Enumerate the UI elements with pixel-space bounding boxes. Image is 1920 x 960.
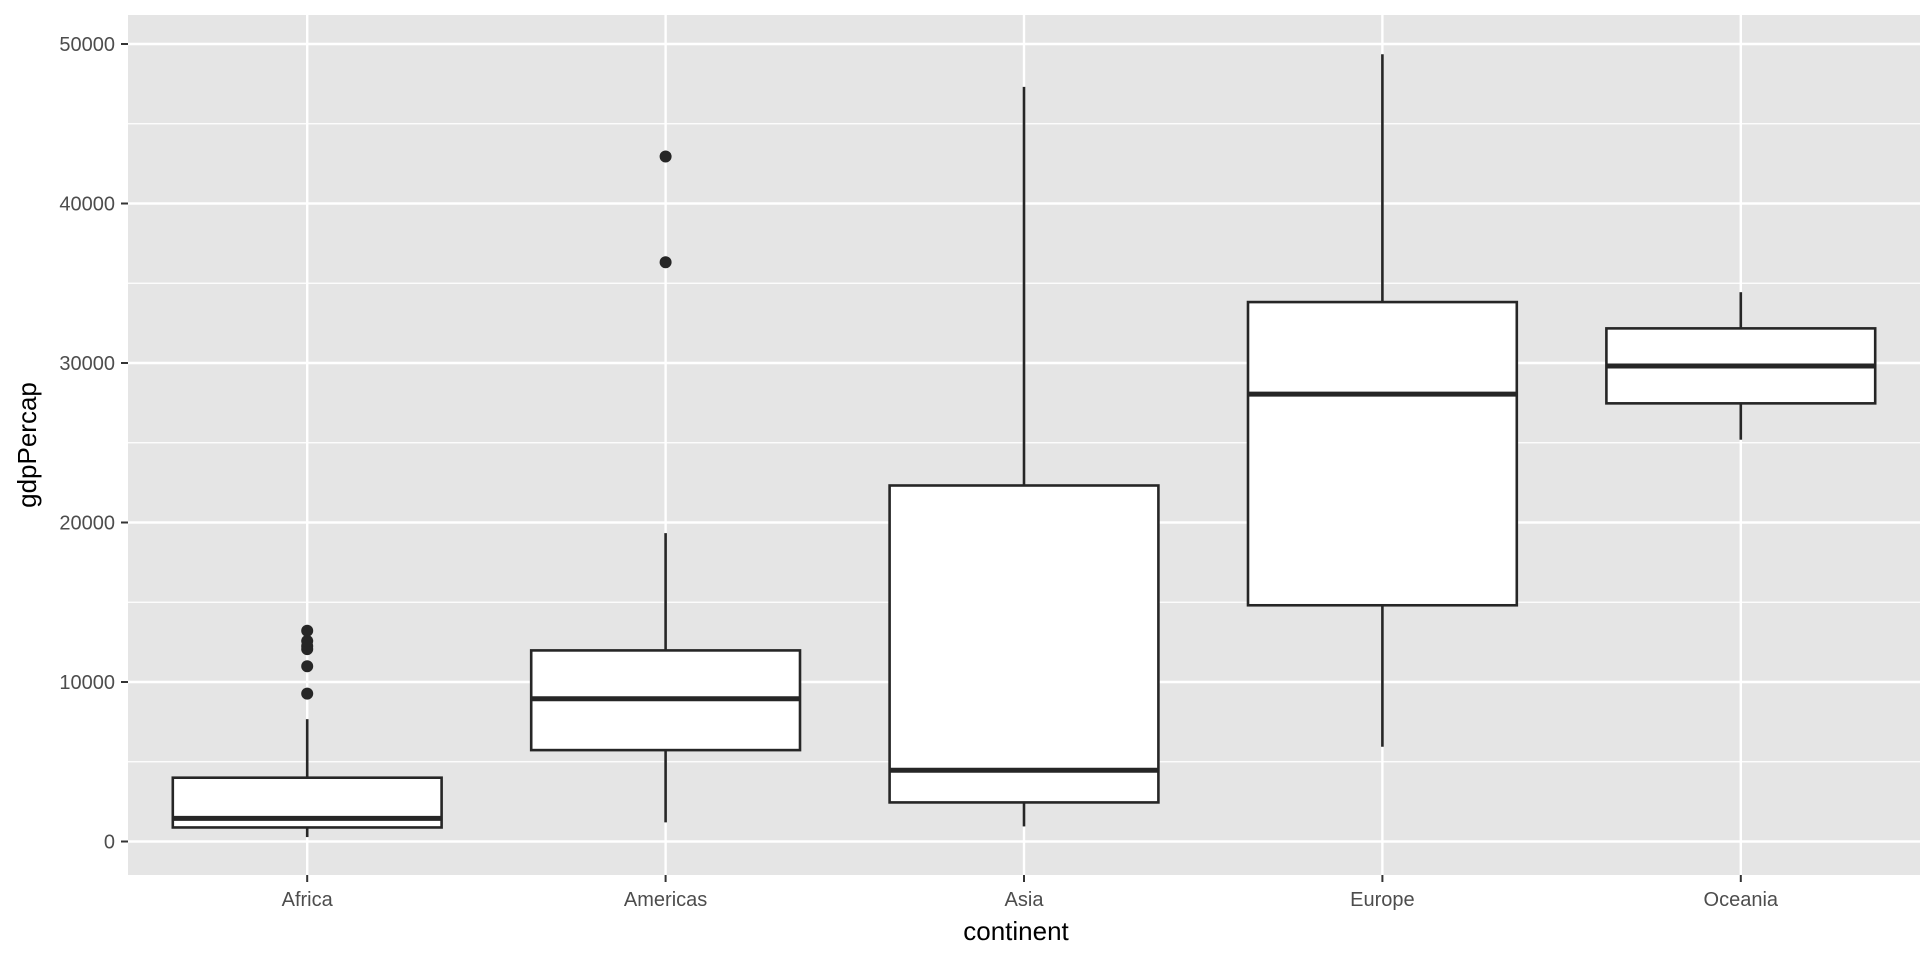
- outlier-point: [659, 256, 672, 269]
- x-tick-label: Oceania: [1704, 889, 1779, 911]
- y-tick-label: 10000: [59, 672, 115, 694]
- outlier-point: [659, 150, 672, 163]
- y-tick-label: 50000: [59, 34, 115, 56]
- y-tick-label: 40000: [59, 194, 115, 216]
- y-axis: 0 10000 20000 30000 40000 50000: [59, 34, 128, 854]
- outlier-point: [301, 624, 314, 637]
- box-asia: [888, 86, 1160, 827]
- x-tick-label: Americas: [624, 889, 707, 911]
- x-axis-title: continent: [963, 916, 1069, 946]
- y-tick-label: 0: [104, 832, 115, 854]
- y-tick-label: 30000: [59, 353, 115, 375]
- box-americas: [529, 150, 802, 823]
- outlier-point: [301, 660, 314, 673]
- y-axis-title: gdpPercap: [12, 382, 42, 508]
- box-africa: [171, 624, 443, 838]
- x-tick-label: Europe: [1350, 889, 1415, 911]
- x-tick-label: Asia: [1005, 889, 1045, 911]
- iqr-box: [1246, 300, 1519, 607]
- boxes-layer: [171, 54, 1877, 838]
- y-tick-label: 20000: [59, 513, 115, 535]
- x-axis: Africa Americas Asia Europe Oceania: [282, 875, 1779, 911]
- x-tick-label: Africa: [282, 889, 334, 911]
- outlier-point: [301, 635, 314, 648]
- box-europe: [1246, 54, 1519, 747]
- iqr-box: [888, 484, 1160, 804]
- outlier-point: [301, 687, 314, 700]
- box-oceania: [1605, 292, 1877, 440]
